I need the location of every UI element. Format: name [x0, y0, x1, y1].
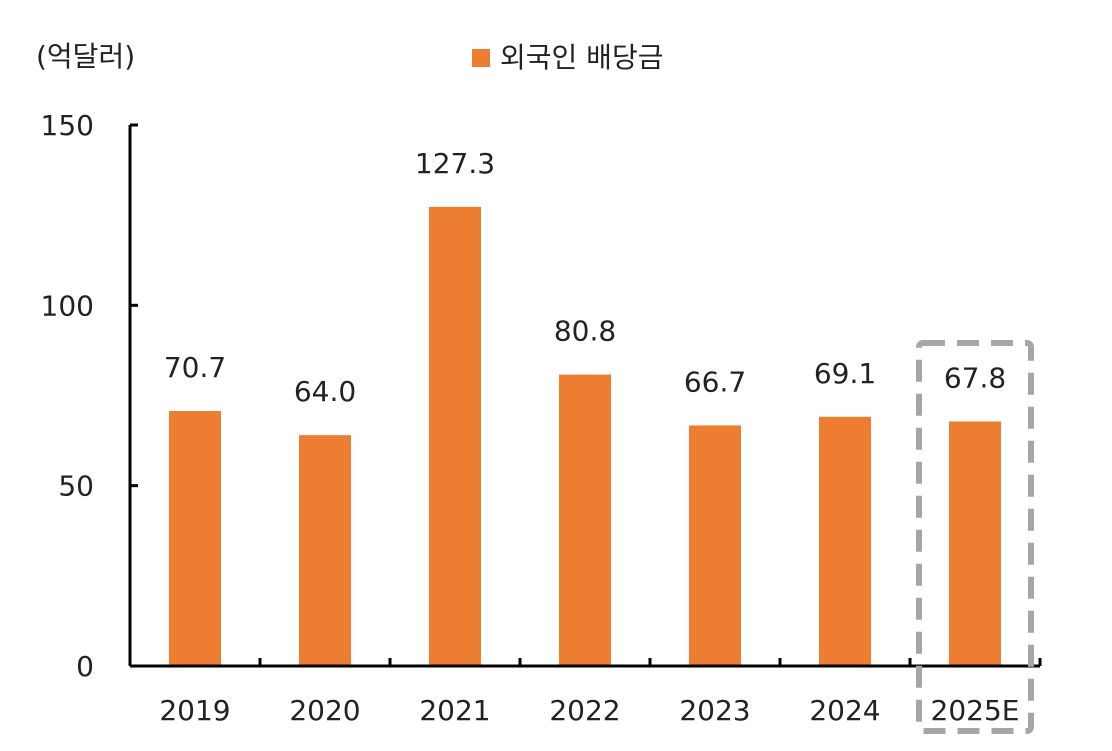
y-tick-label: 0: [76, 650, 94, 683]
data-labels: 70.7 64.0 127.3 80.8 66.7 69.1 67.8: [164, 147, 1006, 408]
unit-label: (억달러): [36, 40, 135, 73]
bar-2020: [299, 435, 351, 666]
data-label-2023: 66.7: [684, 365, 746, 398]
x-axis-ticks: 2019 2020 2021 2022 2023 2024 2025E: [159, 658, 1042, 727]
bar-2024: [819, 416, 871, 666]
bar-2022: [559, 374, 611, 666]
bar-2019: [169, 411, 221, 666]
data-label-2024: 69.1: [814, 357, 876, 390]
data-label-2025e: 67.8: [944, 361, 1006, 394]
x-tick-label-2023: 2023: [679, 694, 750, 727]
data-label-2021: 127.3: [415, 147, 495, 180]
x-tick-label-2022: 2022: [549, 694, 620, 727]
x-tick-label-2019: 2019: [159, 694, 230, 727]
bar-2023: [689, 425, 741, 666]
x-tick-label-2021: 2021: [419, 694, 490, 727]
highlight-box-2025e: [916, 340, 1034, 734]
legend-swatch: [472, 49, 490, 67]
data-label-2019: 70.7: [164, 351, 226, 384]
y-tick-label: 50: [58, 470, 94, 503]
legend-label: 외국인 배당금: [500, 41, 663, 74]
x-tick-label-2025e: 2025E: [931, 694, 1020, 727]
x-tick-label-2024: 2024: [809, 694, 880, 727]
y-tick-label: 100: [41, 289, 94, 322]
bar-2021: [429, 206, 481, 666]
bars: [169, 206, 1001, 666]
legend: 외국인 배당금: [472, 41, 663, 74]
x-tick-label-2020: 2020: [289, 694, 360, 727]
y-axis-ticks: 0 50 100 150: [41, 109, 138, 683]
data-label-2020: 64.0: [294, 375, 356, 408]
axes: [128, 125, 1040, 668]
bar-2025e: [949, 421, 1001, 666]
data-label-2022: 80.8: [554, 315, 616, 348]
y-tick-label: 150: [41, 109, 94, 142]
